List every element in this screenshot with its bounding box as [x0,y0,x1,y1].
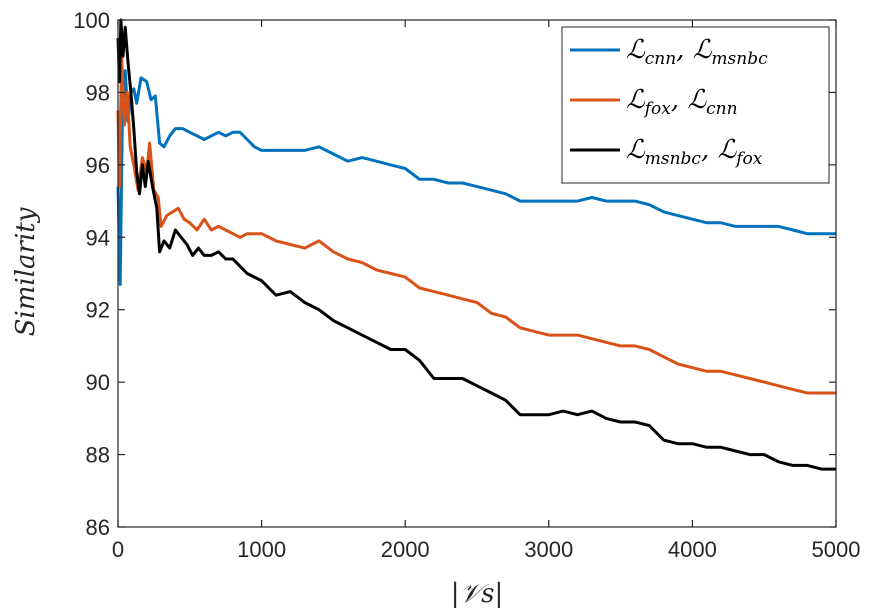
legend-symbol: , [701,135,718,165]
y-tick-label: 86 [86,515,110,540]
legend-symbol: ℒ [717,135,737,165]
legend-symbol: ℒ [626,35,646,65]
legend-label-1: ℒfox, ℒcnn [626,85,738,119]
legend-symbol: ℒ [626,135,646,165]
y-tick-label: 96 [86,153,110,178]
y-tick-label: 98 [86,80,110,105]
y-tick-label: 92 [86,298,110,323]
x-axis-label: |𝒱s| [451,579,504,609]
legend-subscript: msnbc [645,149,702,169]
y-tick-label: 88 [86,443,110,468]
series-line-2 [116,18,836,471]
legend-subscript: cnn [645,49,676,69]
x-tick-label: 5000 [812,537,861,562]
y-tick-label: 90 [86,370,110,395]
axes-layer: 0 1000 2000 3000 4000 5000 86 88 90 92 94 96 98 100 [73,8,860,562]
x-tick-label: 3000 [524,537,573,562]
legend-symbol: ℒ [693,35,713,65]
legend-subscript: fox [643,99,672,119]
legend-symbol: , [671,85,688,115]
x-tick-label: 2000 [381,537,430,562]
legend-symbol: , [676,35,693,65]
x-tick-label: 4000 [668,537,717,562]
legend-subscript: cnn [706,99,737,119]
series-line-0 [116,69,836,286]
legend-symbol: ℒ [626,85,646,115]
x-tick-label: 1000 [237,537,286,562]
legend-label-2: ℒmsnbc, ℒfox [626,135,763,169]
y-tick-label: 94 [86,225,110,250]
legend-symbol: ℒ [687,85,707,115]
axes-box [117,19,837,528]
x-tick-label: 0 [112,537,124,562]
y-tick-label: 100 [73,8,110,33]
legend-label-0: ℒcnn, ℒmsnbc [626,35,768,69]
y-axis-label: Similarity [11,207,41,336]
legend-box [561,26,830,184]
series-layer [116,18,836,471]
legend-subscript: fox [734,149,763,169]
legend-subscript: msnbc [711,49,768,69]
